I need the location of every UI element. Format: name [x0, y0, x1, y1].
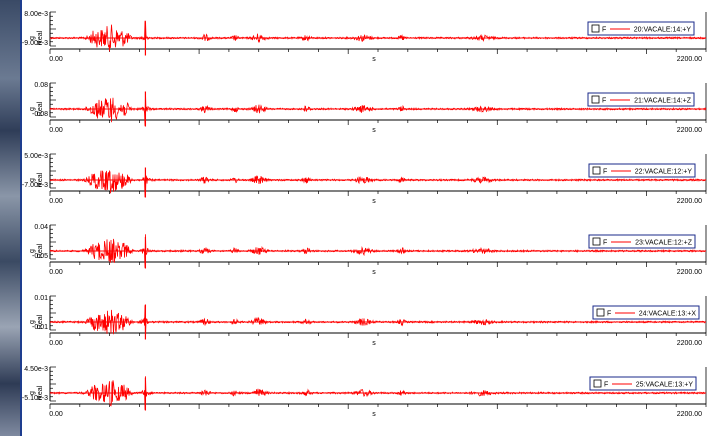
x-tick-label-start: 0.00 [49, 56, 63, 63]
legend-box [589, 376, 697, 391]
y-tick-label-max: 0.08 [34, 82, 48, 89]
legend-box [587, 92, 695, 107]
legend-1: F 20:VACALE:14:+Y [587, 21, 695, 36]
y-axis-unit-label: gReal [29, 243, 44, 258]
legend-checkbox[interactable] [592, 166, 601, 175]
legend-3: F 22:VACALE:12:+Y [588, 163, 696, 178]
legend-box [588, 163, 696, 178]
legend-checkbox[interactable] [592, 237, 601, 246]
y-axis-unit-label: gReal [29, 30, 44, 45]
legend-checkbox[interactable] [591, 24, 600, 33]
plot-window: 8.00e-3 -9.00e-3 gReal 0.00 s 2200.00 F 20:VACA… [20, 0, 716, 436]
y-tick-label-min: -0.01 [32, 324, 48, 331]
y-tick-label-min: -5.10e-3 [22, 395, 48, 402]
legend-series-label: 23:VACALE:12:+Z [635, 240, 693, 247]
legend-2: F 21:VACALE:14:+Z [587, 92, 695, 107]
legend-box [592, 305, 700, 320]
x-axis-unit-label: s [372, 127, 376, 134]
legend-box [588, 234, 696, 249]
legend-4: F 23:VACALE:12:+Z [588, 234, 696, 249]
y-tick-label-min: -7.00e-3 [22, 182, 48, 189]
legend-series-label: 22:VACALE:12:+Y [635, 169, 693, 176]
x-tick-label-start: 0.00 [49, 198, 63, 205]
y-tick-label-min: -0.05 [32, 253, 48, 260]
y-axis-unit-label: gReal [29, 314, 44, 329]
legend-series-label: 25:VACALE:13:+Y [636, 382, 694, 389]
y-tick-label-min: -0.08 [32, 111, 48, 118]
legend-box [587, 21, 695, 36]
legend-checkbox-label: F [603, 169, 607, 176]
x-tick-label-start: 0.00 [49, 127, 63, 134]
y-tick-label-max: 0.04 [34, 224, 48, 231]
x-tick-label-end: 2200.00 [677, 198, 702, 205]
x-tick-label-end: 2200.00 [677, 340, 702, 347]
y-tick-label-max: 5.00e-3 [24, 153, 48, 160]
desktop-background [0, 0, 20, 436]
legend-checkbox[interactable] [596, 308, 605, 317]
legend-series-label: 21:VACALE:14:+Z [634, 98, 692, 105]
x-axis-unit-label: s [372, 411, 376, 418]
legend-checkbox-label: F [604, 382, 608, 389]
legend-checkbox-label: F [603, 240, 607, 247]
y-axis-unit-label: gReal [29, 101, 44, 116]
legend-series-label: 20:VACALE:14:+Y [634, 27, 692, 34]
legend-checkbox[interactable] [593, 379, 602, 388]
x-axis-unit-label: s [372, 198, 376, 205]
y-axis-unit-label: gReal [29, 172, 44, 187]
y-tick-label-max: 8.00e-3 [24, 11, 48, 18]
x-tick-label-start: 0.00 [49, 411, 63, 418]
x-tick-label-end: 2200.00 [677, 411, 702, 418]
x-tick-label-start: 0.00 [49, 269, 63, 276]
legend-checkbox[interactable] [591, 95, 600, 104]
x-axis-unit-label: s [372, 56, 376, 63]
y-tick-label-max: 0.01 [34, 295, 48, 302]
legend-series-label: 24:VACALE:13:+X [639, 311, 697, 318]
legend-checkbox-label: F [602, 98, 606, 105]
y-tick-label-max: 4.50e-3 [24, 366, 48, 373]
x-axis-unit-label: s [372, 269, 376, 276]
legend-6: F 25:VACALE:13:+Y [589, 376, 697, 391]
legend-checkbox-label: F [607, 311, 611, 318]
y-tick-label-min: -9.00e-3 [22, 40, 48, 47]
x-tick-label-start: 0.00 [49, 340, 63, 347]
x-tick-label-end: 2200.00 [677, 269, 702, 276]
legend-checkbox-label: F [602, 27, 606, 34]
x-axis-unit-label: s [372, 340, 376, 347]
legend-5: F 24:VACALE:13:+X [592, 305, 700, 320]
x-tick-label-end: 2200.00 [677, 56, 702, 63]
x-tick-label-end: 2200.00 [677, 127, 702, 134]
y-axis-unit-label: gReal [29, 385, 44, 400]
